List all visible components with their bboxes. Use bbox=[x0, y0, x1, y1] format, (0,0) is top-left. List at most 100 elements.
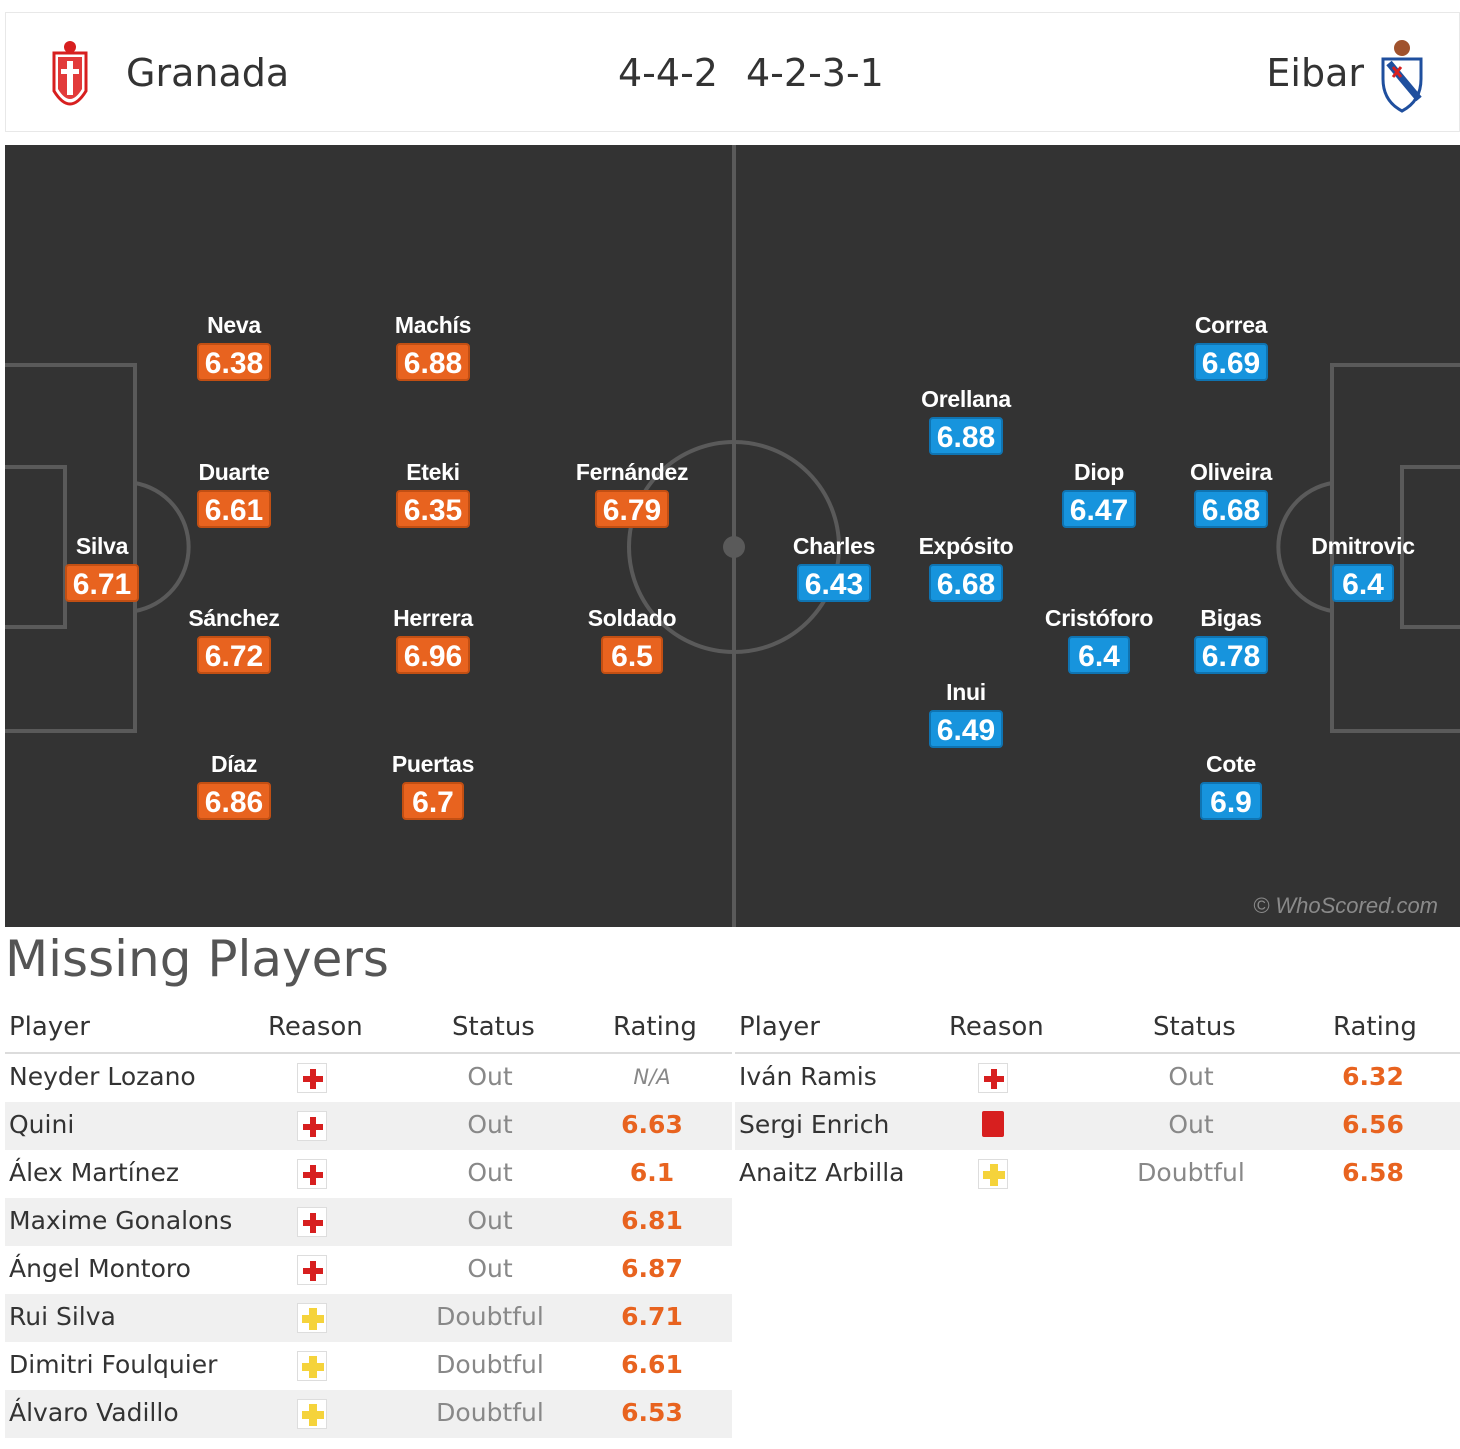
table-header: Player Reason Status Rating bbox=[5, 1002, 732, 1054]
player-eteki[interactable]: Eteki 6.35 bbox=[363, 459, 503, 528]
col-rating[interactable]: Rating bbox=[1333, 1012, 1417, 1042]
player-rating: 6.7 bbox=[402, 782, 464, 820]
reason-cell bbox=[297, 1111, 327, 1141]
missing-player-name[interactable]: Maxime Gonalons bbox=[9, 1206, 233, 1235]
missing-status: Out bbox=[1168, 1062, 1214, 1091]
table-row: Anaitz Arbilla Doubtful 6.58 bbox=[735, 1150, 1460, 1198]
missing-rating: 6.56 bbox=[1342, 1110, 1404, 1139]
col-player[interactable]: Player bbox=[739, 1012, 820, 1042]
player-rating: 6.72 bbox=[196, 636, 272, 674]
doubtful-icon bbox=[297, 1351, 327, 1381]
player-rating: 6.68 bbox=[928, 564, 1004, 602]
pitch-markings bbox=[5, 145, 1460, 927]
away-team-name[interactable]: Eibar bbox=[1266, 51, 1364, 95]
missing-status: Doubtful bbox=[436, 1398, 544, 1427]
player-bigas[interactable]: Bigas 6.78 bbox=[1161, 605, 1301, 674]
missing-player-name[interactable]: Dimitri Foulquier bbox=[9, 1350, 218, 1379]
pitch: Silva 6.71 Neva 6.38 Duarte 6.61 Sánchez… bbox=[5, 145, 1460, 927]
granada-crest-icon[interactable] bbox=[50, 39, 90, 122]
red-card-icon bbox=[982, 1111, 1004, 1137]
injury-icon bbox=[297, 1111, 327, 1141]
player-neva[interactable]: Neva 6.38 bbox=[164, 312, 304, 381]
col-reason[interactable]: Reason bbox=[949, 1012, 1044, 1042]
missing-player-name[interactable]: Álex Martínez bbox=[9, 1158, 179, 1187]
reason-cell bbox=[297, 1159, 327, 1189]
missing-rating: 6.32 bbox=[1342, 1062, 1404, 1091]
missing-player-name[interactable]: Ángel Montoro bbox=[9, 1254, 191, 1283]
reason-cell bbox=[297, 1255, 327, 1285]
player-rating: 6.43 bbox=[796, 564, 872, 602]
col-status[interactable]: Status bbox=[1153, 1012, 1236, 1042]
col-rating[interactable]: Rating bbox=[613, 1012, 697, 1042]
player-rating: 6.4 bbox=[1332, 564, 1394, 602]
player-cote[interactable]: Cote 6.9 bbox=[1161, 751, 1301, 820]
injury-icon bbox=[978, 1063, 1008, 1093]
table-row: Iván Ramis Out 6.32 bbox=[735, 1054, 1460, 1102]
missing-rating: 6.87 bbox=[621, 1254, 683, 1283]
missing-rating: 6.61 bbox=[621, 1350, 683, 1379]
missing-player-name[interactable]: Quini bbox=[9, 1110, 75, 1139]
player-puertas[interactable]: Puertas 6.7 bbox=[391, 751, 475, 820]
missing-rating: N/A bbox=[633, 1065, 671, 1089]
injury-icon bbox=[297, 1255, 327, 1285]
player-cristoforo[interactable]: Cristóforo 6.4 bbox=[1044, 605, 1154, 674]
away-missing-table: Player Reason Status Rating Iván Ramis Ou… bbox=[735, 1002, 1460, 1198]
whoscored-watermark: © WhoScored.com bbox=[1253, 893, 1438, 918]
injury-icon bbox=[297, 1063, 327, 1093]
col-reason[interactable]: Reason bbox=[268, 1012, 363, 1042]
player-fernandez[interactable]: Fernández 6.79 bbox=[575, 459, 689, 528]
reason-cell bbox=[297, 1399, 327, 1429]
player-machis[interactable]: Machís 6.88 bbox=[394, 312, 472, 381]
player-rating: 6.88 bbox=[928, 417, 1004, 455]
player-rating: 6.69 bbox=[1193, 343, 1269, 381]
missing-status: Doubtful bbox=[436, 1302, 544, 1331]
missing-player-name[interactable]: Rui Silva bbox=[9, 1302, 116, 1331]
missing-player-name[interactable]: Neyder Lozano bbox=[9, 1062, 196, 1091]
table-header: Player Reason Status Rating bbox=[735, 1002, 1460, 1054]
missing-status: Out bbox=[467, 1110, 513, 1139]
table-row: Rui Silva Doubtful 6.71 bbox=[5, 1294, 732, 1342]
missing-rating: 6.53 bbox=[621, 1398, 683, 1427]
player-silva[interactable]: Silva 6.71 bbox=[32, 533, 172, 602]
missing-rating: 6.1 bbox=[629, 1158, 675, 1187]
missing-player-name[interactable]: Sergi Enrich bbox=[739, 1110, 890, 1139]
match-header: Granada 4-4-2 4-2-3-1 Eibar bbox=[5, 12, 1460, 132]
home-team-name[interactable]: Granada bbox=[126, 51, 290, 95]
player-oliveira[interactable]: Oliveira 6.68 bbox=[1190, 459, 1272, 528]
missing-player-name[interactable]: Anaitz Arbilla bbox=[739, 1158, 905, 1187]
eibar-crest-icon[interactable] bbox=[1379, 39, 1425, 122]
player-rating: 6.88 bbox=[395, 343, 471, 381]
table-row: Sergi Enrich Out 6.56 bbox=[735, 1102, 1460, 1150]
col-player[interactable]: Player bbox=[9, 1012, 90, 1042]
player-rating: 6.61 bbox=[196, 490, 272, 528]
player-rating: 6.78 bbox=[1193, 636, 1269, 674]
col-status[interactable]: Status bbox=[452, 1012, 535, 1042]
reason-cell bbox=[978, 1111, 1008, 1141]
player-duarte[interactable]: Duarte 6.61 bbox=[196, 459, 272, 528]
player-dmitrovic[interactable]: Dmitrovic 6.4 bbox=[1311, 533, 1415, 602]
missing-status: Out bbox=[467, 1062, 513, 1091]
reason-cell bbox=[297, 1351, 327, 1381]
reason-cell bbox=[297, 1303, 327, 1333]
player-charles[interactable]: Charles 6.43 bbox=[792, 533, 876, 602]
player-herrera[interactable]: Herrera 6.96 bbox=[393, 605, 473, 674]
player-rating: 6.4 bbox=[1068, 636, 1130, 674]
table-row: Quini Out 6.63 bbox=[5, 1102, 732, 1150]
player-inui[interactable]: Inui 6.49 bbox=[896, 679, 1036, 748]
player-diop[interactable]: Diop 6.47 bbox=[1029, 459, 1169, 528]
missing-status: Doubtful bbox=[436, 1350, 544, 1379]
missing-rating: 6.71 bbox=[621, 1302, 683, 1331]
player-soldado[interactable]: Soldado 6.5 bbox=[587, 605, 677, 674]
player-rating: 6.79 bbox=[594, 490, 670, 528]
doubtful-icon bbox=[297, 1303, 327, 1333]
missing-player-name[interactable]: Álvaro Vadillo bbox=[9, 1398, 179, 1427]
missing-rating: 6.58 bbox=[1342, 1158, 1404, 1187]
table-row: Dimitri Foulquier Doubtful 6.61 bbox=[5, 1342, 732, 1390]
player-correa[interactable]: Correa 6.69 bbox=[1193, 312, 1269, 381]
injury-icon bbox=[297, 1159, 327, 1189]
player-sanchez[interactable]: Sánchez 6.72 bbox=[188, 605, 280, 674]
player-orellana[interactable]: Orellana 6.88 bbox=[921, 386, 1011, 455]
player-exposito[interactable]: Expósito 6.68 bbox=[918, 533, 1014, 602]
player-diaz[interactable]: Díaz 6.86 bbox=[164, 751, 304, 820]
missing-player-name[interactable]: Iván Ramis bbox=[739, 1062, 877, 1091]
